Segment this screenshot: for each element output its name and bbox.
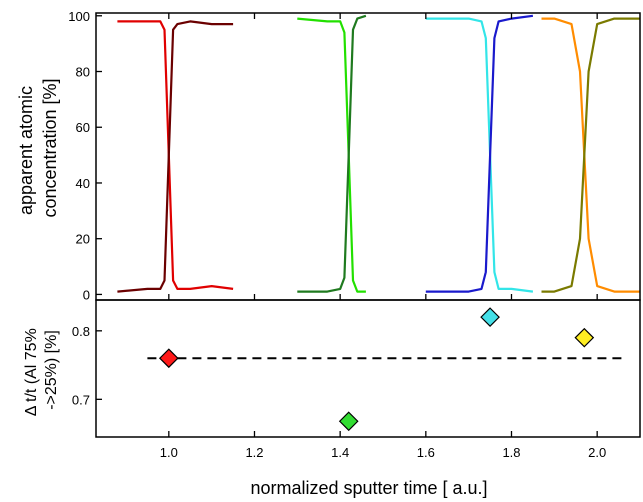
series-line-8 xyxy=(541,17,640,293)
bottom-y-axis-label-line-2: ->25%) [%] xyxy=(43,330,60,410)
bottom-axes: 0.7 0.8 1.0 1.2 1.4 1.6 1.8 2.0 xyxy=(72,299,641,460)
bottom-x-tick-label: 1.2 xyxy=(245,445,263,460)
data-point-1 xyxy=(158,348,179,369)
top-axes: 0 20 40 60 80 100 xyxy=(68,9,641,302)
top-y-tick-label: 0 xyxy=(83,287,90,302)
series-line-6 xyxy=(425,14,534,293)
bottom-points-group xyxy=(158,307,595,432)
top-y-tick-label: 40 xyxy=(76,176,90,191)
bottom-plot-frame xyxy=(95,299,641,438)
series-line-1 xyxy=(117,20,234,290)
bottom-y-tick-label: 0.8 xyxy=(72,324,90,339)
bottom-panel: 0.7 0.8 1.0 1.2 1.4 1.6 1.8 2.0 xyxy=(72,299,641,460)
series-line-4 xyxy=(297,14,367,293)
series-line-3 xyxy=(297,17,366,293)
top-y-axis-label: apparent atomic concentration [%] xyxy=(16,78,60,217)
top-series-group xyxy=(117,14,640,293)
top-y-tick-label: 60 xyxy=(76,120,90,135)
top-y-axis-label-line-1: apparent atomic xyxy=(16,86,36,215)
bottom-y-axis-label-line-1: Δ t/t (Al 75% xyxy=(23,328,40,416)
top-y-tick-label: 100 xyxy=(68,9,90,24)
bottom-x-tick-label: 1.4 xyxy=(331,445,349,460)
series-line-5 xyxy=(425,17,534,293)
axis-titles: apparent atomic concentration [%] Δ t/t … xyxy=(16,78,488,498)
bottom-x-tick-label: 2.0 xyxy=(588,445,606,460)
data-point-3 xyxy=(480,307,500,327)
bottom-x-tick-label: 1.6 xyxy=(417,445,435,460)
series-line-2 xyxy=(117,20,234,293)
top-plot-frame xyxy=(95,12,641,301)
data-point-4 xyxy=(574,327,595,348)
bottom-y-tick-label: 0.7 xyxy=(72,392,90,407)
top-y-tick-label: 20 xyxy=(76,232,90,247)
bottom-x-tick-label: 1.8 xyxy=(502,445,520,460)
top-y-tick-label: 80 xyxy=(76,65,90,80)
data-point-2 xyxy=(338,411,359,432)
x-axis-label: normalized sputter time [ a.u.] xyxy=(250,478,487,498)
top-panel: 0 20 40 60 80 100 xyxy=(68,9,641,302)
top-y-axis-label-line-2: concentration [%] xyxy=(40,78,60,217)
bottom-y-axis-label: Δ t/t (Al 75% ->25%) [%] xyxy=(23,324,60,417)
bottom-x-tick-label: 1.0 xyxy=(160,445,178,460)
